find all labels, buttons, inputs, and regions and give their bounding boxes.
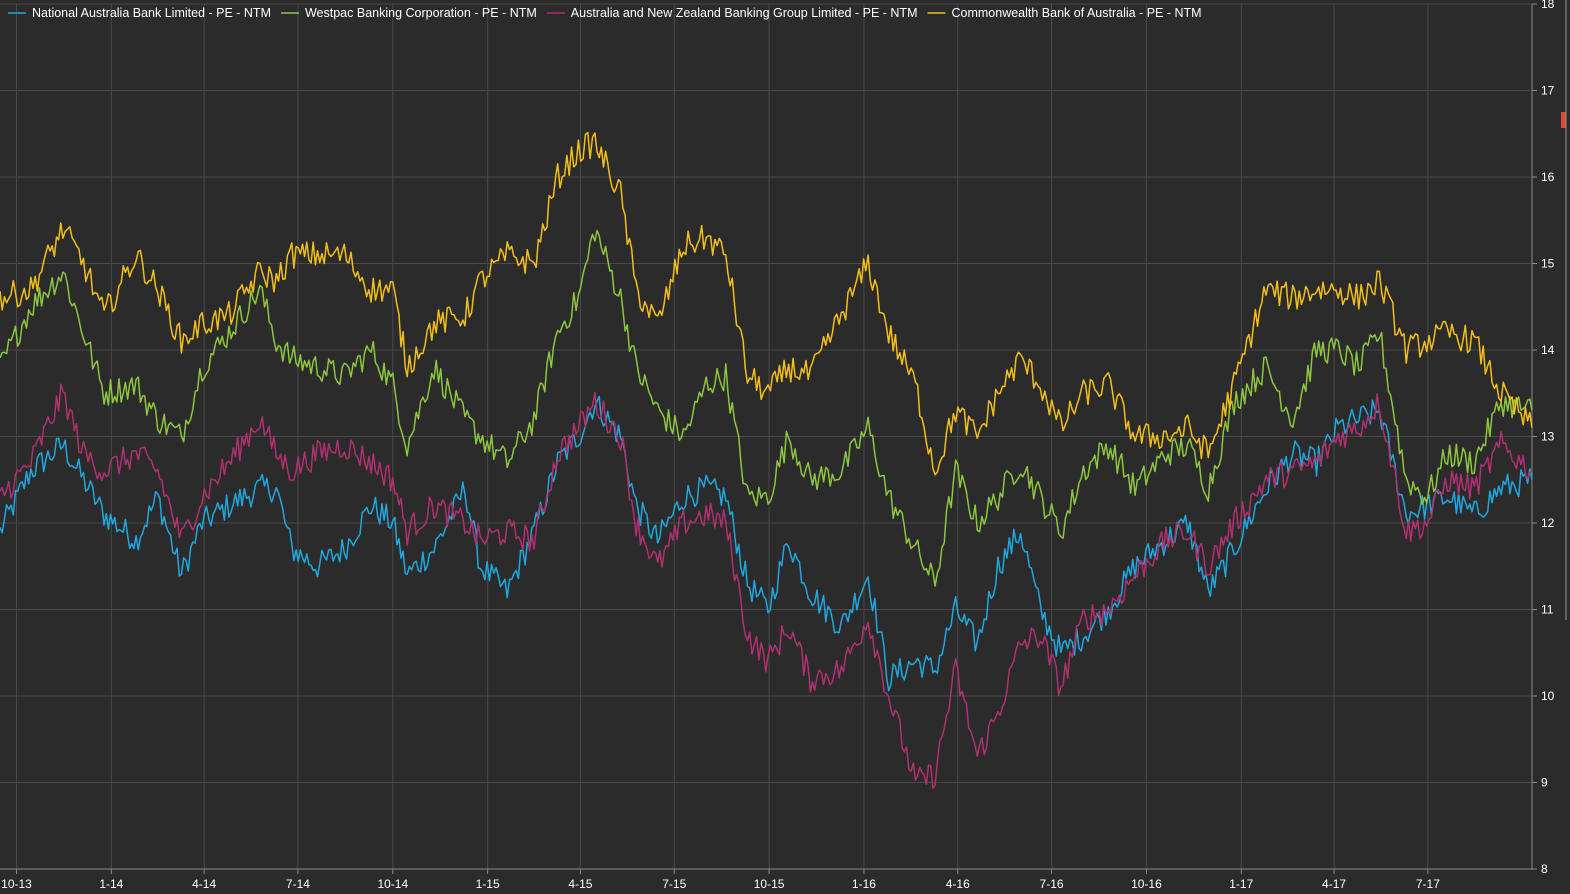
x-tick-label: 7-17: [1416, 877, 1440, 891]
x-tick-label: 7-14: [286, 877, 310, 891]
y-tick-label: 8: [1541, 862, 1548, 876]
y-tick-label: 13: [1541, 430, 1555, 444]
y-tick-label: 17: [1541, 84, 1555, 98]
legend-label-2: Australia and New Zealand Banking Group …: [571, 6, 918, 20]
x-tick-label: 10-13: [1, 877, 32, 891]
x-tick-label: 1-14: [99, 877, 123, 891]
series-line-2: [0, 383, 1533, 789]
legend: National Australia Bank Limited - PE - N…: [8, 6, 1202, 20]
x-tick-label: 1-15: [476, 877, 500, 891]
scrollbar-marker[interactable]: [1561, 112, 1566, 128]
series-lines: [0, 131, 1533, 789]
legend-label-0: National Australia Bank Limited - PE - N…: [32, 6, 271, 20]
y-tick-label: 18: [1541, 0, 1555, 11]
y-tick-label: 12: [1541, 516, 1555, 530]
x-tick-label: 4-14: [192, 877, 216, 891]
series-line-3: [0, 131, 1533, 476]
x-tick-label: 10-15: [754, 877, 785, 891]
x-tick-label: 1-16: [852, 877, 876, 891]
x-axis-ticks: 10-13 1-14 4-14 7-14 10-14 1-15 4-15 7-15 10-15 1…: [1, 869, 1440, 891]
gridlines: [0, 3, 1532, 869]
x-tick-label: 1-17: [1229, 877, 1253, 891]
legend-label-3: Commonwealth Bank of Australia - PE - NT…: [951, 6, 1201, 20]
x-tick-label: 4-15: [568, 877, 592, 891]
x-tick-label: 7-16: [1040, 877, 1064, 891]
x-tick-label: 7-15: [662, 877, 686, 891]
legend-label-1: Westpac Banking Corporation - PE - NTM: [305, 6, 537, 20]
y-axis-ticks: 8 9 10 11 12 13 14 15 16 17 18: [1532, 0, 1555, 876]
y-tick-label: 10: [1541, 689, 1555, 703]
y-tick-label: 11: [1541, 603, 1554, 617]
y-tick-label: 9: [1541, 776, 1548, 790]
x-tick-label: 4-16: [946, 877, 970, 891]
y-tick-label: 16: [1541, 170, 1555, 184]
y-tick-label: 15: [1541, 257, 1555, 271]
x-tick-label: 10-14: [377, 877, 408, 891]
series-line-1: [0, 229, 1533, 587]
x-tick-label: 4-17: [1322, 877, 1346, 891]
y-tick-label: 14: [1541, 343, 1555, 357]
x-tick-label: 10-16: [1131, 877, 1162, 891]
